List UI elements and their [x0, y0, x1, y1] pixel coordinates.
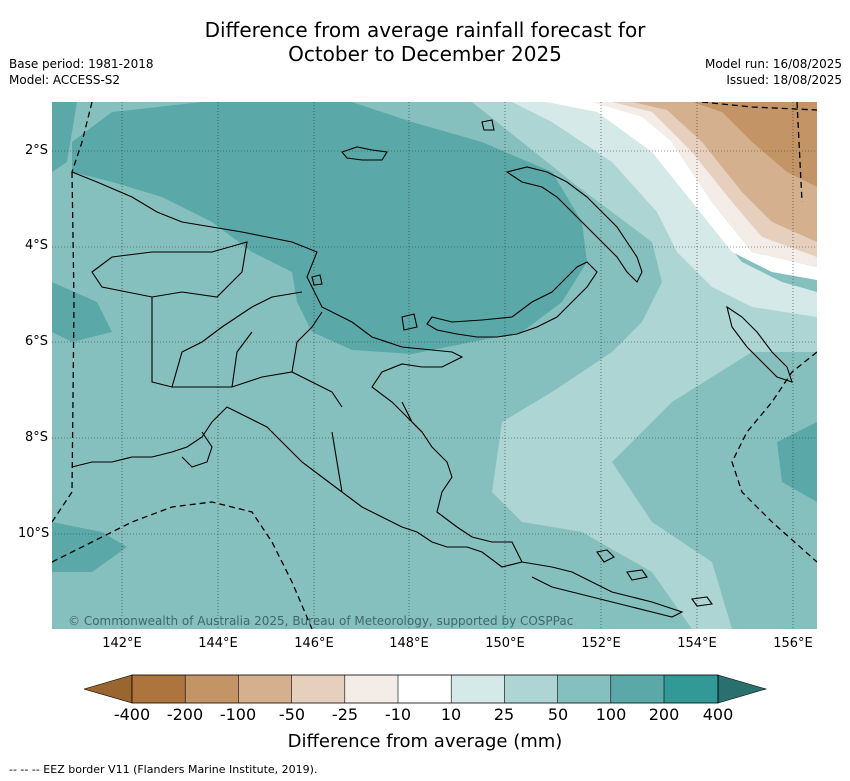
eez-footnote: -- -- -- EEZ border V11 (Flanders Marine… — [9, 763, 318, 776]
colorbar-label: 25 — [493, 705, 515, 724]
colorbar — [84, 674, 768, 704]
colorbar-bin-8 — [504, 675, 558, 703]
coastline — [71, 119, 793, 618]
contour-minus200-minus100 — [692, 102, 817, 187]
colorbar-arrow-high — [717, 674, 768, 704]
contour-100-200-left-low — [52, 522, 127, 572]
title-line-2: October to December 2025 — [288, 42, 562, 66]
map-title: Difference from average rainfall forecas… — [0, 18, 850, 66]
colorbar-bin-10 — [610, 675, 664, 703]
colorbar-bin-2 — [185, 675, 239, 703]
lon-label-148e: 148°E — [389, 636, 429, 651]
colorbar-dividers — [184, 675, 665, 703]
colorbar-bin-1 — [132, 675, 186, 703]
lon-label-142e: 142°E — [102, 636, 142, 651]
lon-label-144e: 144°E — [198, 636, 238, 651]
lon-label-146e: 146°E — [294, 636, 334, 651]
colorbar-bin-9 — [557, 675, 611, 703]
lat-label-6s: 6°S — [24, 334, 48, 349]
lon-label-154e: 154°E — [677, 636, 717, 651]
eez-border — [52, 102, 817, 629]
colorbar-bin-5 — [344, 675, 398, 703]
colorbar-label: -100 — [219, 705, 257, 724]
base-period: Base period: 1981-2018 — [9, 57, 154, 71]
colorbar-label: -400 — [113, 705, 151, 724]
colorbar-bin-7 — [451, 675, 505, 703]
colorbar-bin-4 — [291, 675, 345, 703]
copyright-notice: © Commonwealth of Australia 2025, Bureau… — [68, 614, 574, 628]
contour-50-100-east — [612, 352, 817, 629]
meta-left: Base period: 1981-2018 Model: ACCESS-S2 — [9, 56, 154, 88]
graticule — [52, 102, 817, 629]
lat-label-8s: 8°S — [24, 430, 48, 445]
contour-10-25 — [512, 102, 817, 317]
lat-label-10s: 10°S — [18, 526, 50, 541]
colorbar-title: Difference from average (mm) — [287, 731, 563, 752]
colorbar-label: -200 — [166, 705, 204, 724]
colorbar-label: -25 — [331, 705, 359, 724]
colorbar-label: -10 — [384, 705, 412, 724]
rainfall-map — [52, 102, 817, 629]
contour-100-200-east — [777, 422, 817, 502]
contour-neutral — [547, 102, 817, 280]
colorbar-bin-11 — [664, 675, 718, 703]
colorbar-label: 100 — [595, 705, 627, 724]
contour-100-200-central — [72, 102, 587, 354]
colorbar-arrow-low — [84, 674, 133, 704]
lat-label-4s: 4°S — [24, 238, 48, 253]
model-name: Model: ACCESS-S2 — [9, 73, 121, 87]
meta-right: Model run: 16/08/2025 Issued: 18/08/2025 — [705, 56, 842, 88]
colorbar-label: 50 — [547, 705, 569, 724]
issued-date: Issued: 18/08/2025 — [726, 73, 842, 87]
colorbar-bin-3 — [238, 675, 292, 703]
colorbar-label: 10 — [440, 705, 462, 724]
lon-label-152e: 152°E — [581, 636, 621, 651]
colorbar-frame — [131, 674, 719, 704]
colorbar-label: -50 — [278, 705, 306, 724]
title-line-1: Difference from average rainfall forecas… — [204, 18, 646, 42]
colorbar-label: 400 — [702, 705, 734, 724]
lat-label-2s: 2°S — [24, 143, 48, 158]
lon-label-156e: 156°E — [773, 636, 813, 651]
lon-label-150e: 150°E — [485, 636, 525, 651]
model-run: Model run: 16/08/2025 — [704, 57, 842, 71]
contour-100-200-left-edge — [52, 282, 112, 342]
colorbar-bin-6 — [398, 675, 452, 703]
contour-100-200-west — [52, 102, 77, 172]
colorbar-label: 200 — [648, 705, 680, 724]
